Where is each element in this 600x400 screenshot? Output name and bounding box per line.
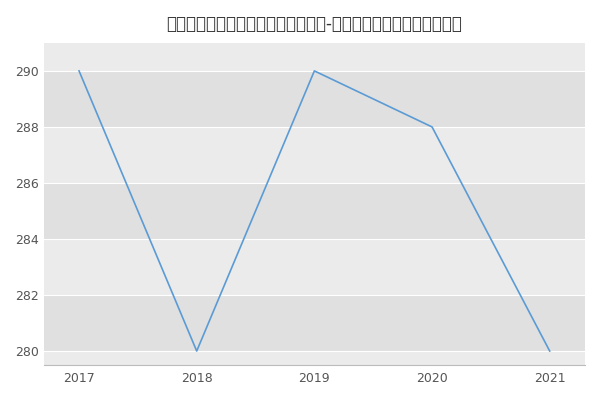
- Bar: [44, 71, 585, 127]
- Title: 新疆大学矿物学、岩石学、矿床学（-历年复试）研究生录取分数线: 新疆大学矿物学、岩石学、矿床学（-历年复试）研究生录取分数线: [166, 15, 463, 33]
- Bar: [44, 295, 585, 351]
- Bar: [44, 183, 585, 239]
